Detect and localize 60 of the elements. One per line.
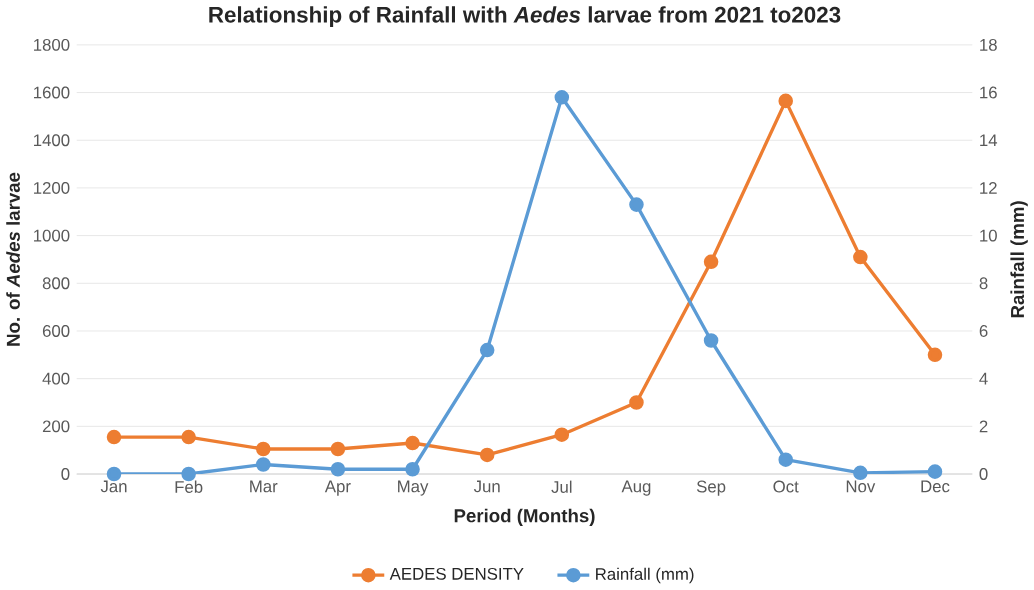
y-axis-title: No. of Aedes larvae <box>6 172 20 346</box>
point <box>853 465 868 481</box>
y-tick-label: 600 <box>42 324 70 337</box>
point <box>778 452 793 467</box>
x-tick-label: May <box>398 480 429 496</box>
y-tick-label: 800 <box>42 277 70 290</box>
y2-tick-label: 16 <box>980 86 997 99</box>
point <box>479 447 495 463</box>
point <box>256 457 271 472</box>
point <box>853 249 868 265</box>
legend-label: AEDES DENSITY <box>389 567 524 580</box>
x-tick-label: Sep <box>696 480 726 496</box>
y2-tick-label: 2 <box>979 420 988 433</box>
point <box>703 254 719 270</box>
point <box>181 429 196 445</box>
point <box>106 429 122 445</box>
y2-tick-label: 10 <box>980 229 997 242</box>
point <box>629 395 644 410</box>
point <box>703 333 719 348</box>
chart-title: Relationship of Rainfall with Aedes larvae from 2021 to2023 <box>209 6 841 28</box>
point <box>405 435 420 451</box>
x-tick-label: Apr <box>324 480 351 496</box>
point <box>256 441 271 457</box>
x-tick-label: Dec <box>921 480 950 493</box>
point <box>554 427 570 442</box>
point <box>479 342 495 358</box>
y2-tick-label: 14 <box>980 134 998 146</box>
x-tick-label: Nov <box>846 480 876 493</box>
y2-tick-label: 6 <box>979 324 988 337</box>
y2-axis-title: Rainfall (mm) <box>1010 201 1028 318</box>
y-tick-label: 1400 <box>34 134 70 147</box>
x-tick-label: Mar <box>250 480 278 493</box>
x-tick-label: Oct <box>773 480 799 493</box>
y-tick-label: 1800 <box>34 38 70 51</box>
y2-tick-label: 18 <box>980 38 997 51</box>
point <box>330 461 346 477</box>
x-axis-title: Period (Months) <box>454 508 595 526</box>
y-tick-label: 1000 <box>34 229 70 242</box>
point <box>330 441 346 457</box>
point <box>554 90 570 105</box>
x-tick-label: Feb <box>175 480 203 493</box>
y-tick-label: 200 <box>42 420 70 433</box>
y-tick-label: 0 <box>61 468 70 480</box>
y2-tick-label: 8 <box>979 277 988 290</box>
point <box>778 93 793 109</box>
legend-label: Rainfall (mm) <box>596 567 694 584</box>
point <box>927 347 943 363</box>
y-tick-label: 1200 <box>34 181 70 194</box>
y2-tick-label: 12 <box>980 182 997 194</box>
point <box>927 464 943 479</box>
y2-tick-label: 0 <box>979 468 988 480</box>
point <box>405 461 420 477</box>
y-tick-label: 400 <box>42 372 70 385</box>
x-tick-label: Jul <box>551 480 572 493</box>
x-tick-label: Aug <box>621 480 651 496</box>
x-tick-label: Jan <box>100 480 127 493</box>
y2-tick-label: 4 <box>979 372 988 385</box>
y-tick-label: 1600 <box>34 86 70 99</box>
point <box>629 197 644 212</box>
x-tick-label: Jun <box>473 480 500 493</box>
